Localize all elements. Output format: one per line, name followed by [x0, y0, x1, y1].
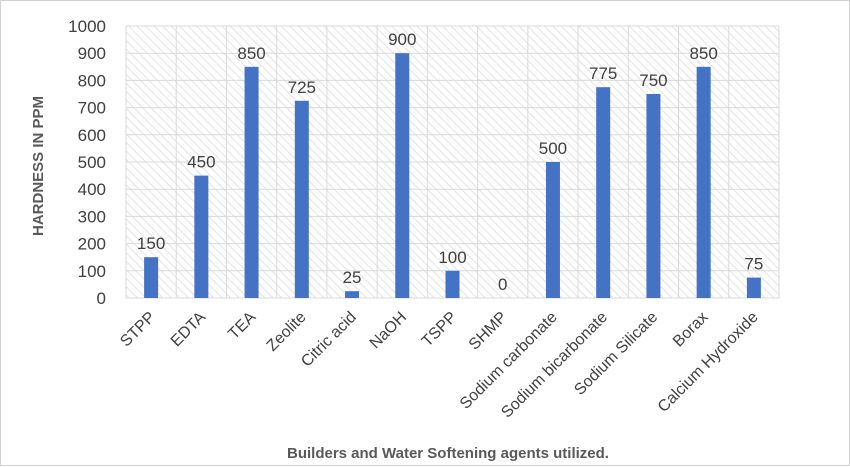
y-tick-label: 400: [78, 180, 106, 199]
x-tick-label: Borax: [670, 309, 712, 351]
x-axis-title: Builders and Water Softening agents util…: [287, 445, 609, 462]
data-label: 75: [744, 255, 763, 274]
data-label: 850: [689, 44, 717, 63]
x-tick-label: TEA: [225, 309, 259, 343]
y-tick-label: 700: [78, 99, 106, 118]
x-tick-label: Calcium Hydroxide: [655, 309, 762, 416]
y-axis-title: HARDNESS IN PPM: [30, 96, 47, 236]
data-label: 500: [539, 139, 567, 158]
y-tick-label: 800: [78, 71, 106, 90]
y-tick-label: 900: [78, 44, 106, 63]
data-label: 0: [498, 275, 507, 294]
bars: [144, 53, 761, 299]
gridlines: [125, 25, 780, 299]
bar: [395, 53, 410, 299]
data-label: 450: [187, 153, 215, 172]
bar: [646, 94, 661, 298]
bar: [545, 162, 560, 298]
x-tick-label: NaOH: [367, 309, 410, 352]
x-tick-label: Sodium carbonate: [457, 309, 561, 413]
bar: [345, 291, 360, 298]
bar: [144, 257, 159, 298]
bar: [445, 270, 460, 298]
bar: [696, 66, 711, 298]
x-tick-label: TSPP: [419, 309, 461, 351]
data-label: 775: [589, 64, 617, 83]
bar: [596, 87, 611, 298]
y-tick-label: 0: [97, 289, 106, 308]
y-tick-label: 600: [78, 126, 106, 145]
data-label: 750: [639, 71, 667, 90]
bar: [746, 277, 761, 298]
data-label: 900: [388, 30, 416, 49]
data-label: 850: [237, 44, 265, 63]
y-tick-label: 100: [78, 262, 106, 281]
data-label: 725: [288, 78, 316, 97]
y-tick-label: 200: [78, 235, 106, 254]
x-tick-label: STPP: [117, 309, 159, 351]
x-tick-label: Citric acid: [298, 309, 360, 371]
bar: [194, 175, 209, 298]
x-tick-label: EDTA: [168, 309, 210, 351]
y-tick-label: 500: [78, 153, 106, 172]
bar: [244, 66, 259, 298]
data-labels: 150 450 850 725 25 900 100 0 500 775 750 850 75: [137, 30, 763, 294]
bar: [294, 100, 309, 298]
y-tick-label: 300: [78, 207, 106, 226]
x-tick-label: SHMP: [466, 309, 511, 354]
data-label: 150: [137, 234, 165, 253]
data-label: 100: [438, 248, 466, 267]
x-tick-label: Zeolite: [264, 309, 310, 355]
y-axis-ticks: 0 100 200 300 400 500 600 700 800 900 1000: [68, 17, 106, 308]
data-label: 25: [343, 268, 362, 287]
y-tick-label: 1000: [68, 17, 106, 36]
